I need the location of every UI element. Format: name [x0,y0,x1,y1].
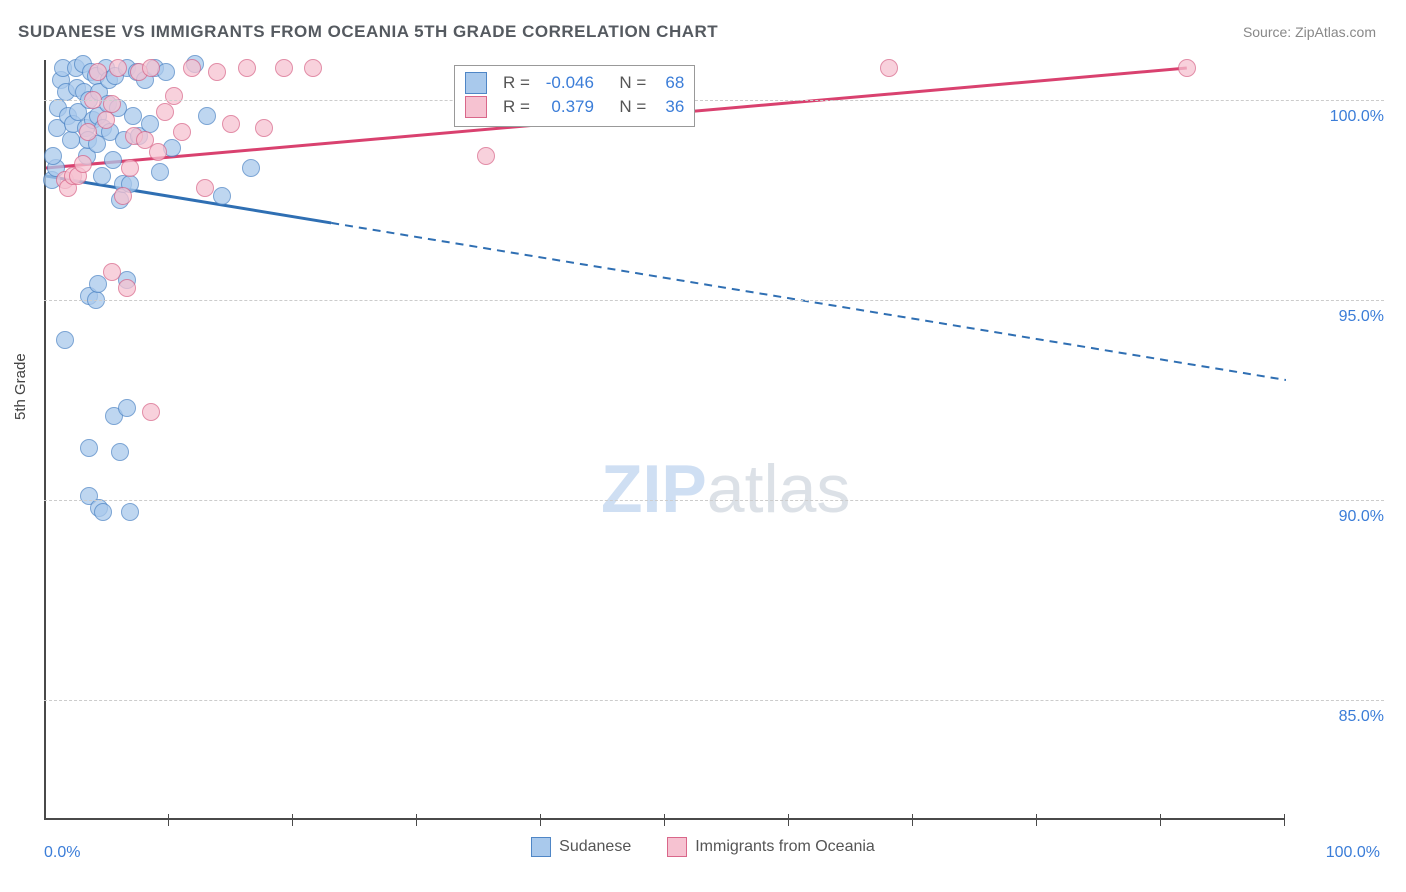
legend-bottom: Sudanese Immigrants from Oceania [0,837,1406,862]
correlation-stats-box: R = -0.046 N = 68 R = 0.379 N = 36 [454,65,695,127]
legend-swatch [531,837,551,857]
stat-r-label: R = [503,97,530,117]
stats-swatch [465,72,487,94]
oceania-point [222,115,240,133]
oceania-point [165,87,183,105]
source-link[interactable]: ZipAtlas.com [1295,24,1376,40]
y-axis-title: 5th Grade [12,353,29,420]
sudanese-point [121,503,139,521]
oceania-point [238,59,256,77]
oceania-point [74,155,92,173]
x-tick [788,814,789,826]
chart-title: SUDANESE VS IMMIGRANTS FROM OCEANIA 5TH … [18,22,718,42]
oceania-point [97,111,115,129]
y-tick-label: 100.0% [1330,108,1384,126]
oceania-point [183,59,201,77]
x-tick [1036,814,1037,826]
oceania-point [304,59,322,77]
sudanese-point [94,503,112,521]
watermark-thin: atlas [707,451,851,527]
oceania-point [103,95,121,113]
stats-row-oceania: R = 0.379 N = 36 [465,96,684,118]
regression-lines [46,60,1286,820]
sudanese-point [118,399,136,417]
gridline [44,300,1384,301]
sudanese-point [93,167,111,185]
oceania-point [142,403,160,421]
sudanese-regression-dashed [331,223,1286,380]
oceania-point [79,123,97,141]
oceania-point [1178,59,1196,77]
x-tick [292,814,293,826]
oceania-point [114,187,132,205]
legend-label: Sudanese [559,838,631,856]
x-tick [664,814,665,826]
legend-swatch [667,837,687,857]
x-tick [1284,814,1285,826]
stat-r-value: 0.379 [538,97,594,117]
stat-n-value: 36 [654,97,684,117]
stat-n-value: 68 [654,73,684,93]
sudanese-point [198,107,216,125]
x-tick [912,814,913,826]
oceania-point [208,63,226,81]
y-tick-label: 95.0% [1339,308,1384,326]
oceania-point [275,59,293,77]
oceania-point [118,279,136,297]
sudanese-point [44,147,62,165]
sudanese-point [56,331,74,349]
chart-container: SUDANESE VS IMMIGRANTS FROM OCEANIA 5TH … [0,0,1406,892]
sudanese-point [151,163,169,181]
sudanese-point [104,151,122,169]
x-tick [540,814,541,826]
sudanese-point [213,187,231,205]
legend-item: Immigrants from Oceania [667,837,875,857]
stat-r-value: -0.046 [538,73,594,93]
gridline [44,100,1384,101]
plot-area: ZIPatlas [44,60,1284,820]
oceania-point [149,143,167,161]
oceania-point [109,59,127,77]
oceania-point [880,59,898,77]
sudanese-point [124,107,142,125]
oceania-point [156,103,174,121]
watermark-bold: ZIP [601,451,707,527]
y-tick-label: 85.0% [1339,708,1384,726]
sudanese-point [62,131,80,149]
oceania-point [103,263,121,281]
x-tick [416,814,417,826]
source-attribution: Source: ZipAtlas.com [1243,24,1376,40]
legend-label: Immigrants from Oceania [695,838,875,856]
stats-row-sudanese: R = -0.046 N = 68 [465,72,684,94]
oceania-point [173,123,191,141]
gridline [44,700,1384,701]
watermark: ZIPatlas [601,450,850,528]
stats-swatch [465,96,487,118]
stat-r-label: R = [503,73,530,93]
oceania-point [196,179,214,197]
sudanese-point [111,443,129,461]
stat-n-label: N = [619,97,646,117]
source-prefix: Source: [1243,24,1295,40]
oceania-point [142,59,160,77]
x-tick [1160,814,1161,826]
oceania-point [121,159,139,177]
sudanese-regression-solid [46,176,331,223]
y-tick-label: 90.0% [1339,508,1384,526]
oceania-point [477,147,495,165]
sudanese-point [242,159,260,177]
stat-n-label: N = [619,73,646,93]
oceania-point [255,119,273,137]
legend-item: Sudanese [531,837,631,857]
x-tick [168,814,169,826]
sudanese-point [80,439,98,457]
oceania-point [89,63,107,81]
gridline [44,500,1384,501]
